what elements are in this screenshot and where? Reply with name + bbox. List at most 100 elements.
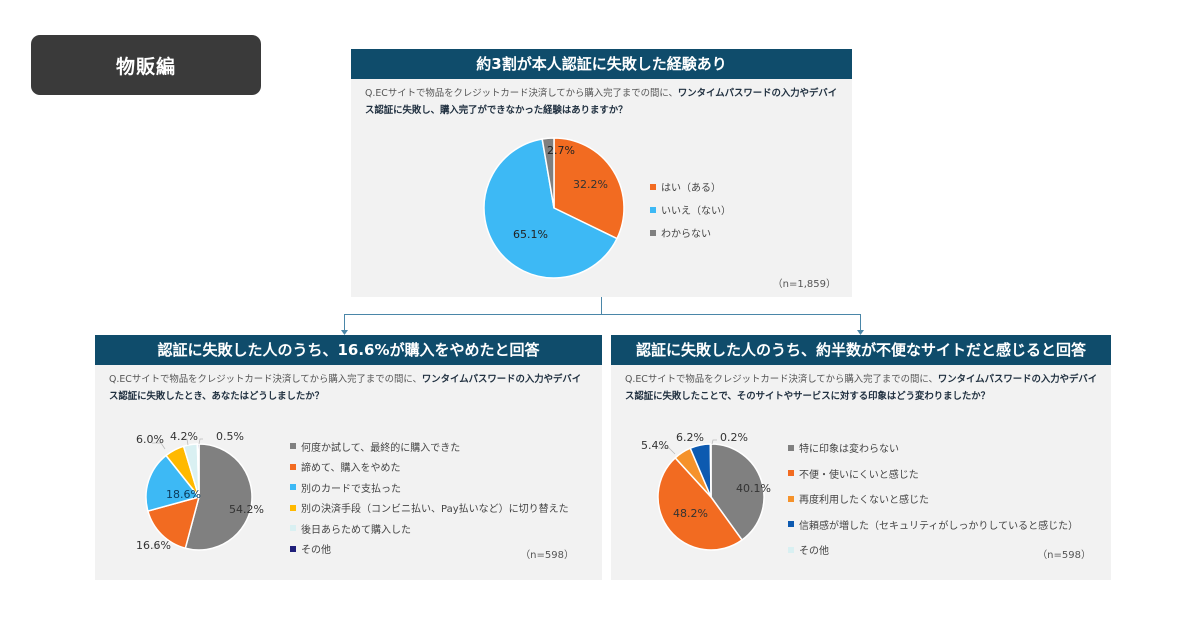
connector-left-drop <box>344 314 345 332</box>
legend-swatch <box>290 443 296 450</box>
top-panel: 約3割が本人認証に失敗した経験あり Q.ECサイトで物品をクレジットカード決済し… <box>351 49 852 297</box>
legend-item: その他 <box>290 539 569 560</box>
data-label: 6.0% <box>136 433 164 446</box>
legend-swatch <box>650 183 656 190</box>
legend-item: 再度利用したくないと感じた <box>788 486 1078 512</box>
legend-swatch <box>290 525 296 532</box>
data-label: 32.2% <box>573 178 608 191</box>
leader-line <box>658 447 676 455</box>
top-panel-question: Q.ECサイトで物品をクレジットカード決済してから購入完了までの間に、ワンタイム… <box>351 79 852 119</box>
legend-item: 何度か試して、最終的に購入できた <box>290 436 569 457</box>
leader-line <box>711 439 717 445</box>
pie-slice <box>553 137 625 240</box>
legend-label: 特に印象は変わらない <box>799 444 899 456</box>
right-panel-title: 認証に失敗した人のうち、約半数が不便なサイトだと感じると回答 <box>611 335 1111 365</box>
legend-item: 諦めて、購入をやめた <box>290 457 569 478</box>
legend-swatch <box>788 546 794 553</box>
data-label: 65.1% <box>513 228 548 241</box>
legend-item: 後日あらためて購入した <box>290 518 569 539</box>
connector-horizontal <box>344 314 861 315</box>
legend-swatch <box>788 495 794 502</box>
legend-item: 別の決済手段（コンビニ払い、Pay払いなど）に切り替えた <box>290 498 569 519</box>
left-panel-question: Q.ECサイトで物品をクレジットカード決済してから購入完了までの間に、ワンタイム… <box>95 365 602 405</box>
leader-line <box>152 442 166 450</box>
right-legend: 特に印象は変わらない 不便・使いにくいと感じた 再度利用したくないと感じた 信頼… <box>788 435 1078 563</box>
legend-swatch <box>290 504 296 511</box>
pie-chart-top: 32.2% 65.1% 2.7% <box>483 137 625 279</box>
sample-size: （n=598） <box>1037 550 1091 561</box>
pie-slice <box>657 456 744 551</box>
pie-slice <box>541 137 555 209</box>
legend-label: 諦めて、購入をやめた <box>301 463 401 475</box>
question-text: Q.ECサイトで物品をクレジットカード決済してから購入完了までの間に、 <box>109 374 422 385</box>
question-bold-text: ワンタイムパスワードの入力やデバイス認証に失敗し、購入完了ができなかった経験はあ… <box>365 88 838 116</box>
legend-label: 別のカードで支払った <box>301 483 401 495</box>
legend-label: 不便・使いにくいと感じた <box>799 469 919 481</box>
data-label: 54.2% <box>229 503 264 516</box>
leader-line <box>198 438 203 445</box>
pie-chart-right: 40.1% 48.2% 5.4% 6.2% 0.2% <box>641 431 771 551</box>
legend-item: わからない <box>650 221 731 244</box>
legend-label: いいえ（ない） <box>661 206 731 217</box>
top-legend: はい（ある） いいえ（ない） わからない <box>650 175 731 244</box>
data-label: 0.2% <box>720 431 748 444</box>
legend-label: 別の決済手段（コンビニ払い、Pay払いなど）に切り替えた <box>301 504 569 516</box>
pie-slice <box>709 443 712 498</box>
question-text: Q.ECサイトで物品をクレジットカード決済してから購入完了までの間に、 <box>365 88 678 99</box>
left-panel-title: 認証に失敗した人のうち、16.6%が購入をやめたと回答 <box>95 335 602 365</box>
legend-item: 不便・使いにくいと感じた <box>788 461 1078 487</box>
sample-size: （n=598） <box>520 550 574 561</box>
legend-item: いいえ（ない） <box>650 198 731 221</box>
legend-swatch <box>788 470 794 477</box>
data-label: 2.7% <box>547 144 575 157</box>
left-panel: 認証に失敗した人のうち、16.6%が購入をやめたと回答 Q.ECサイトで物品をク… <box>95 335 602 580</box>
legend-label: はい（ある） <box>661 183 721 194</box>
pie-slice <box>710 443 765 542</box>
legend-item: その他 <box>788 537 1078 563</box>
pie-slice <box>184 443 253 551</box>
legend-label: 何度か試して、最終的に購入できた <box>301 442 461 454</box>
connector-right-drop <box>860 314 861 332</box>
legend-item: 信頼感が増した（セキュリティがしっかりしていると感じた） <box>788 512 1078 538</box>
left-legend: 何度か試して、最終的に購入できた 諦めて、購入をやめた 別のカードで支払った 別… <box>290 436 569 559</box>
pie-slice <box>146 495 201 550</box>
sample-size: （n=1,859） <box>772 279 836 290</box>
legend-swatch <box>290 545 296 552</box>
legend-swatch <box>788 444 794 451</box>
question-bold-text: ワンタイムパスワードの入力やデバイス認証に失敗したことで、そのサイトやサービスに… <box>625 374 1098 402</box>
legend-swatch <box>650 206 656 213</box>
right-panel-question: Q.ECサイトで物品をクレジットカード決済してから購入完了までの間に、ワンタイム… <box>611 365 1111 405</box>
data-label: 48.2% <box>673 507 708 520</box>
legend-swatch <box>788 521 794 528</box>
data-label: 16.6% <box>136 539 171 552</box>
legend-swatch <box>290 484 296 491</box>
pie-chart-left: 54.2% 16.6% 18.6% 6.0% 4.2% 0.5% <box>136 430 264 552</box>
data-label: 40.1% <box>736 482 771 495</box>
connector-vertical <box>601 297 602 315</box>
legend-label: その他 <box>301 545 331 557</box>
legend-item: はい（ある） <box>650 175 731 198</box>
data-label: 6.2% <box>676 431 704 444</box>
legend-swatch <box>290 463 296 470</box>
category-tag-label: 物販編 <box>115 55 176 78</box>
data-label: 18.6% <box>166 488 201 501</box>
legend-label: 信頼感が増した（セキュリティがしっかりしていると感じた） <box>799 520 1079 532</box>
leader-line <box>153 540 160 549</box>
data-label: 0.5% <box>216 430 244 443</box>
legend-label: その他 <box>799 546 829 558</box>
question-text: Q.ECサイトで物品をクレジットカード決済してから購入完了までの間に、 <box>625 374 938 385</box>
data-label: 4.2% <box>170 430 198 443</box>
pie-slice <box>483 138 618 279</box>
leader-line <box>184 438 189 446</box>
pie-slice <box>145 454 201 512</box>
question-bold-text: ワンタイムパスワードの入力やデバイス認証に失敗したとき、あなたはどうしましたか？ <box>109 374 582 402</box>
right-panel: 認証に失敗した人のうち、約半数が不便なサイトだと感じると回答 Q.ECサイトで物… <box>611 335 1111 580</box>
data-label: 5.4% <box>641 439 669 452</box>
legend-label: 再度利用したくないと感じた <box>799 495 929 507</box>
legend-swatch <box>650 229 656 236</box>
pie-slice <box>196 443 200 498</box>
category-tag: 物販編 <box>31 35 261 95</box>
legend-label: 後日あらためて購入した <box>301 524 411 536</box>
legend-item: 別のカードで支払った <box>290 477 569 498</box>
top-panel-title: 約3割が本人認証に失敗した経験あり <box>351 49 852 79</box>
